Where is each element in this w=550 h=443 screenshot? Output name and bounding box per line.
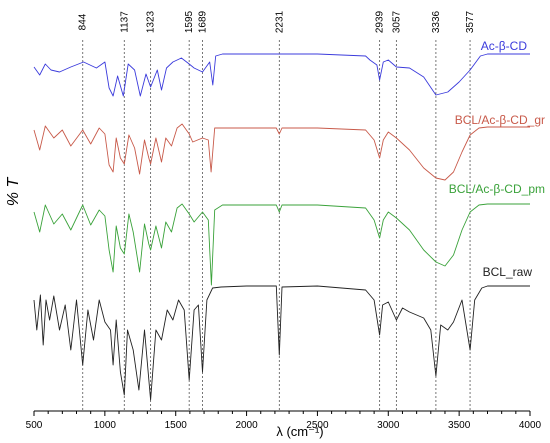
x-axis: 500 1000 1500 2000 2500 3000 3500 4000 (26, 410, 542, 431)
series-line (33, 285, 530, 401)
series-label: Ac-β-CD (481, 39, 528, 53)
band-marker-label: 1137 (119, 11, 130, 33)
band-marker-label: 1689 (197, 10, 208, 33)
x-tick-label: 4000 (519, 420, 542, 431)
series-line (33, 53, 530, 97)
band-marker-label: 3336 (431, 10, 442, 33)
y-axis-label: % T (5, 177, 22, 207)
band-marker-label: 844 (78, 13, 89, 30)
series-line (33, 203, 530, 286)
spectra-traces (33, 53, 530, 401)
band-marker-label: 2231 (274, 10, 285, 33)
band-marker-labels: 844 1137 1323 1595 1689 2231 2939 3057 3336 3577 (78, 10, 476, 33)
x-tick-label: 3500 (448, 420, 471, 431)
x-tick-label: 1500 (165, 420, 188, 431)
band-marker-label: 1323 (146, 10, 157, 33)
band-marker-label: 1595 (184, 10, 195, 33)
x-axis-label: λ (cm⁻¹) (276, 424, 323, 439)
series-label: BCL/Ac-β-CD_pm (449, 182, 545, 196)
band-marker-label: 2939 (375, 10, 386, 33)
series-labels: Ac-β-CD BCL/Ac-β-CD_gr BCL/Ac-β-CD_pm BCL_r… (449, 39, 545, 279)
band-marker-label: 3577 (465, 10, 476, 33)
series-line (33, 123, 530, 181)
x-tick-label: 1000 (94, 420, 117, 431)
x-axis-ticks: 500 1000 1500 2000 2500 3000 3500 4000 (26, 411, 542, 431)
x-tick-label: 3000 (377, 420, 400, 431)
x-tick-label: 2500 (306, 420, 329, 431)
band-marker-label: 3057 (391, 10, 402, 33)
series-label: BCL/Ac-β-CD_gr (455, 113, 545, 127)
series-label: BCL_raw (483, 265, 533, 279)
x-tick-label: 2000 (235, 420, 258, 431)
x-tick-label: 500 (26, 420, 43, 431)
